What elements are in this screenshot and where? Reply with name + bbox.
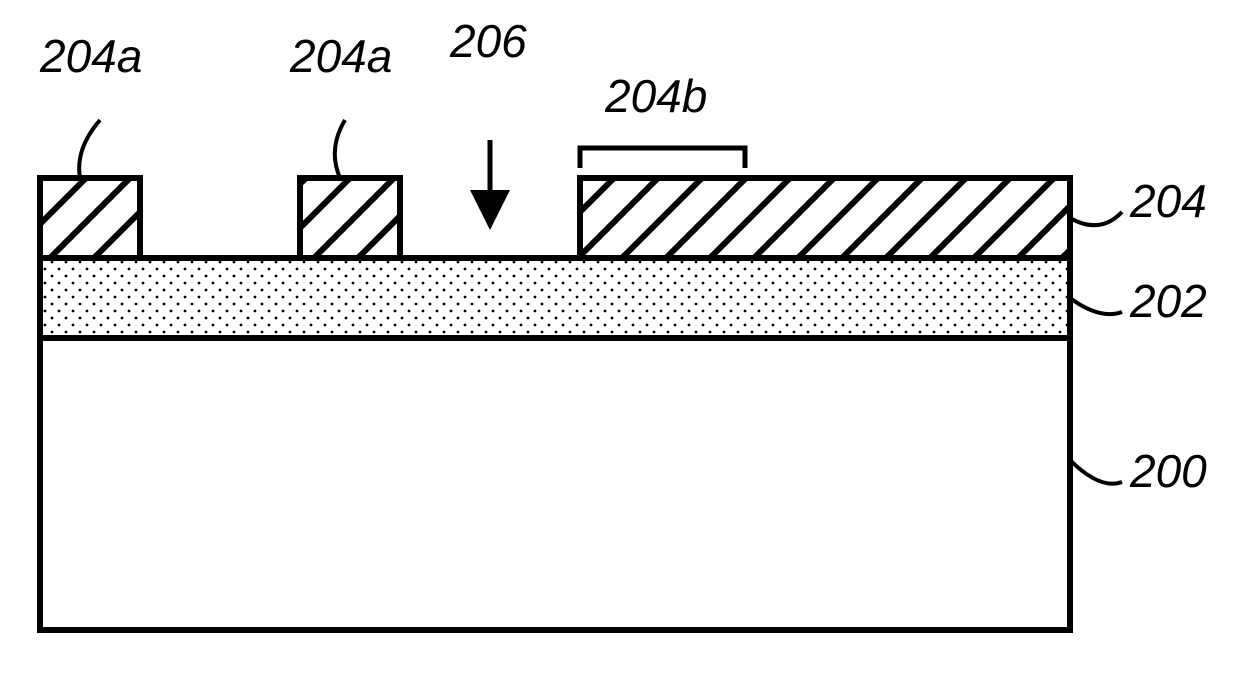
label-206: 206 xyxy=(450,14,527,68)
layer-204-block-2 xyxy=(580,178,1070,258)
label-204a-left: 204a xyxy=(40,29,142,83)
leader-202 xyxy=(1070,298,1122,314)
bracket-204b xyxy=(580,148,745,168)
layer-200-substrate xyxy=(40,338,1070,630)
label-200: 200 xyxy=(1130,444,1207,498)
layer-204-block-0 xyxy=(40,178,140,258)
diagram-stage: 204a 204a 206 204b 204 202 200 xyxy=(0,0,1240,682)
leader-204a_left xyxy=(79,120,100,178)
layer-202-middle xyxy=(40,258,1070,338)
leader-200 xyxy=(1070,460,1122,484)
label-204b: 204b xyxy=(605,69,707,123)
leader-204 xyxy=(1070,212,1122,225)
label-202: 202 xyxy=(1130,274,1207,328)
leader-204a_right xyxy=(335,120,345,178)
label-204a-right: 204a xyxy=(290,29,392,83)
label-204: 204 xyxy=(1130,174,1207,228)
layer-204-block-1 xyxy=(300,178,400,258)
